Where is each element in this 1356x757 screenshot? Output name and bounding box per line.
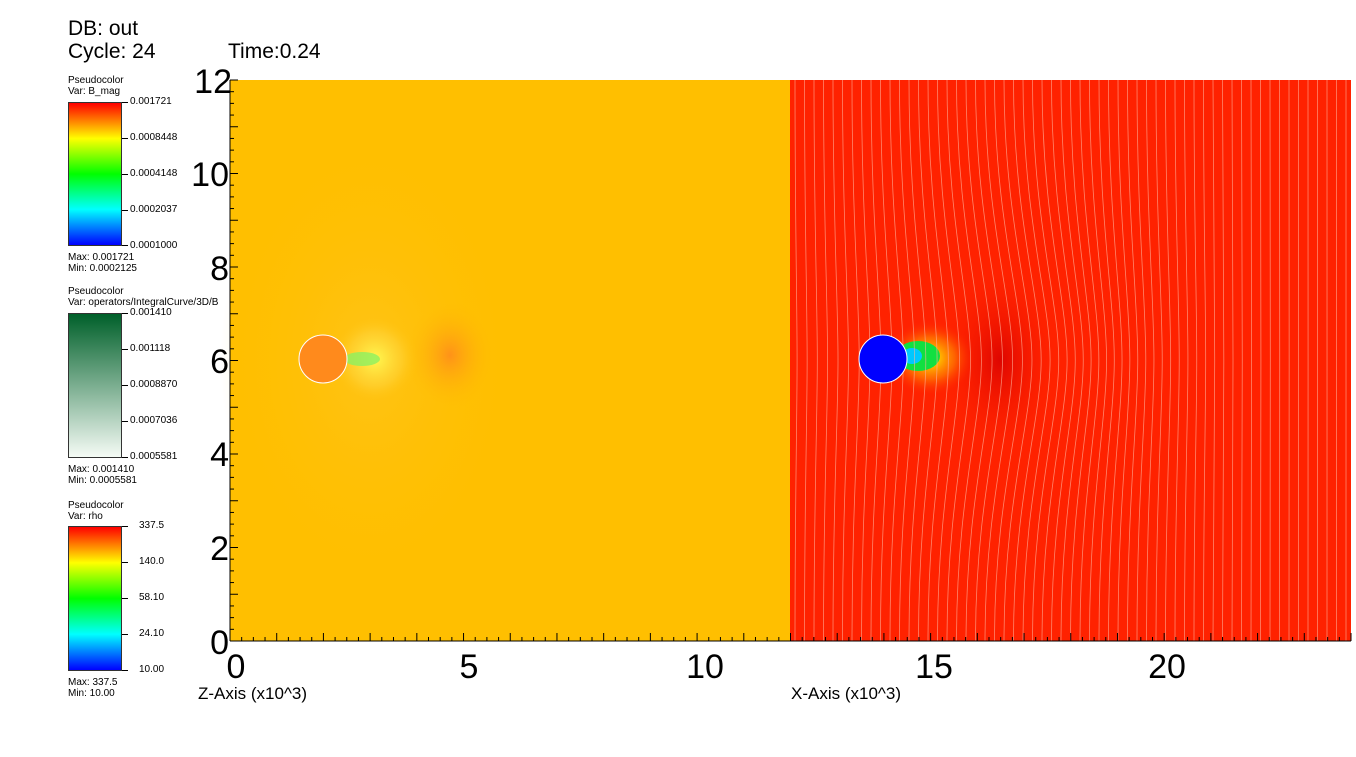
legend-max: Max: 0.001721	[68, 252, 135, 263]
colorbar-tick: 0.001118	[130, 343, 171, 354]
colorbar-rho	[68, 526, 122, 671]
colorbar-tick: 24.10	[139, 628, 165, 639]
field-line	[1117, 80, 1131, 641]
x-tick-label: 5	[460, 648, 479, 686]
field-line	[1146, 80, 1155, 641]
time-label: Time:0.24	[228, 40, 321, 63]
field-line	[956, 80, 982, 641]
colorbar-tick: 58.10	[139, 592, 165, 603]
colorbar-tick: 0.001721	[130, 96, 172, 107]
field-line	[1127, 80, 1139, 641]
colorbar-tick: 0.0007036	[130, 415, 178, 426]
legend-max: Max: 337.5	[68, 677, 118, 688]
field-line	[994, 80, 1023, 641]
field-line	[1041, 80, 1068, 641]
field-line	[1098, 80, 1115, 641]
cycle-label: Cycle: 24	[68, 40, 156, 63]
x-tick-label: 0	[227, 648, 246, 686]
database-label: DB: out	[68, 17, 139, 40]
colorbar-bmag	[68, 102, 122, 246]
field-line	[1022, 80, 1051, 641]
y-axis-labels: 0 2 4 6 8 10 12	[191, 63, 232, 662]
field-line	[984, 80, 1014, 641]
x-tick-label: 20	[1148, 648, 1186, 686]
colorbar-tick: 0.0008870	[130, 379, 178, 390]
field-line	[842, 80, 849, 641]
colorbar-tick: 0.0001000	[130, 240, 178, 251]
colorbar-tick: 0.0005581	[130, 451, 178, 462]
x-tick-label: 10	[686, 648, 724, 686]
field-line	[918, 80, 938, 641]
field-line	[1060, 80, 1084, 641]
field-line	[1250, 80, 1252, 641]
y-tick-label: 0	[210, 624, 229, 662]
field-line	[1051, 80, 1076, 641]
colorbar-tick: 337.5	[139, 520, 165, 531]
field-line	[832, 80, 839, 641]
plot-axes	[229, 79, 1352, 642]
colorbar-tick: 140.0	[139, 556, 165, 567]
x-axis-labels: 0 5 10 15 20	[227, 648, 1186, 686]
field-line	[1222, 80, 1225, 641]
legend-type: Pseudocolor	[68, 286, 124, 297]
field-line	[1241, 80, 1243, 641]
y-tick-label: 8	[210, 250, 229, 288]
y-tick-label: 6	[210, 343, 229, 381]
legend-var: Var: rho	[68, 511, 103, 522]
field-line	[937, 80, 960, 641]
field-line	[1079, 80, 1100, 641]
field-line	[927, 80, 949, 641]
obstacle-right	[858, 334, 908, 384]
field-line	[1231, 80, 1234, 641]
field-line	[1203, 80, 1207, 641]
field-line	[1165, 80, 1172, 641]
z-axis-title: Z-Axis (x10^3)	[198, 684, 307, 703]
legend-var: Var: B_mag	[68, 86, 121, 97]
field-line	[899, 80, 915, 641]
y-tick-label: 10	[191, 156, 229, 194]
legend-max: Max: 0.001410	[68, 464, 135, 475]
field-line	[1174, 80, 1180, 641]
obstacle-left	[298, 334, 348, 384]
field-line	[965, 80, 993, 641]
field-line	[1136, 80, 1147, 641]
y-tick-label: 4	[210, 436, 229, 474]
field-line	[794, 80, 798, 641]
x-axis-title: X-Axis (x10^3)	[791, 684, 901, 703]
legend-type: Pseudocolor	[68, 500, 124, 511]
field-line	[1155, 80, 1163, 641]
field-line	[1184, 80, 1189, 641]
field-line	[813, 80, 818, 641]
colorbar-integral-curve	[68, 313, 122, 458]
colorbar-tick: 0.001410	[130, 307, 172, 318]
legend-min: Min: 0.0005581	[68, 475, 137, 486]
legend-var: Var: operators/IntegralCurve/3D/B	[68, 297, 219, 308]
field-line	[908, 80, 927, 641]
legend-type: Pseudocolor	[68, 75, 124, 86]
field-line	[975, 80, 1003, 641]
field-line	[1193, 80, 1198, 641]
left-panel	[220, 80, 790, 641]
field-line	[1013, 80, 1042, 641]
field-line	[1108, 80, 1123, 641]
colorbar-tick: 0.0002037	[130, 204, 178, 215]
legend-min: Min: 10.00	[68, 688, 115, 699]
field-line	[823, 80, 828, 641]
colorbar-tick: 0.0004148	[130, 168, 178, 179]
right-panel	[790, 80, 1351, 641]
field-line	[1003, 80, 1033, 641]
colorbar-tick: 0.0008448	[130, 132, 178, 143]
y-tick-label: 2	[210, 530, 229, 568]
x-tick-label: 15	[915, 648, 953, 686]
y-tick-label: 12	[194, 63, 232, 101]
colorbar-tick: 10.00	[139, 664, 165, 675]
field-line	[1032, 80, 1060, 641]
field-line	[1212, 80, 1216, 641]
field-line	[1089, 80, 1107, 641]
legend-min: Min: 0.0002125	[68, 263, 137, 274]
field-line	[1070, 80, 1092, 641]
field-line	[946, 80, 971, 641]
field-line	[804, 80, 808, 641]
